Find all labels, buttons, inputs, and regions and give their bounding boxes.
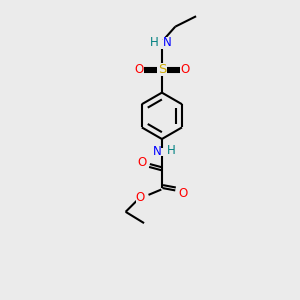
- Text: H: H: [149, 36, 158, 49]
- Text: O: O: [134, 63, 143, 76]
- Text: O: O: [180, 63, 190, 76]
- Text: O: O: [179, 188, 188, 200]
- Text: O: O: [137, 156, 146, 169]
- Text: N: N: [163, 37, 172, 50]
- Text: O: O: [136, 191, 145, 204]
- Text: H: H: [167, 143, 176, 157]
- Text: S: S: [158, 63, 166, 76]
- Text: N: N: [152, 145, 161, 158]
